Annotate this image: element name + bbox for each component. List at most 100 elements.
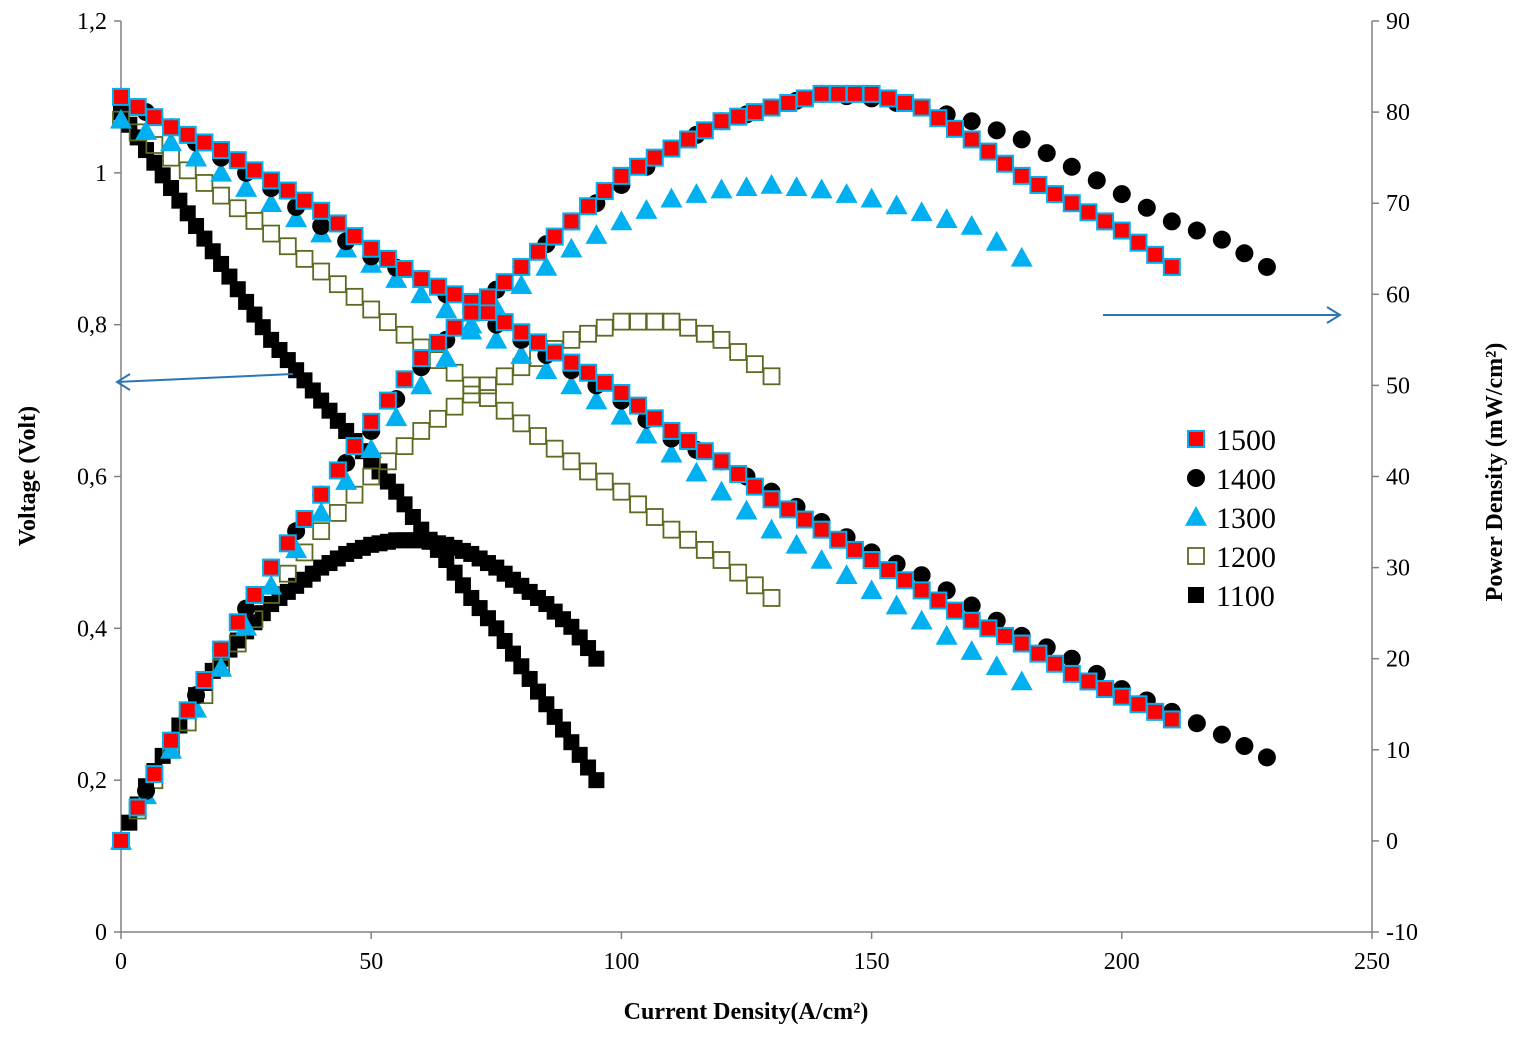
power-point-1500 bbox=[779, 93, 798, 112]
legend-marker-1100 bbox=[1188, 587, 1204, 603]
voltage-point-1500 bbox=[929, 591, 948, 610]
legend-label-1500: 1500 bbox=[1216, 424, 1276, 457]
power-point-1300 bbox=[635, 199, 658, 219]
voltage-point-1100 bbox=[438, 552, 455, 569]
voltage-point-1500 bbox=[979, 619, 998, 638]
power-point-1500 bbox=[228, 613, 247, 632]
voltage-point-1500 bbox=[178, 125, 197, 144]
power-point-1500 bbox=[529, 242, 547, 261]
voltage-point-1300 bbox=[160, 131, 183, 152]
power-point-1300 bbox=[510, 274, 533, 294]
power-point-1300 bbox=[710, 178, 733, 199]
voltage-point-1500 bbox=[1012, 634, 1031, 653]
voltage-point-1500 bbox=[1096, 680, 1115, 699]
power-point-1300 bbox=[310, 501, 333, 522]
power-point-1500 bbox=[946, 119, 964, 138]
voltage-point-1500 bbox=[378, 249, 397, 268]
power-point-1300 bbox=[810, 178, 833, 199]
voltage-point-1300 bbox=[535, 359, 558, 380]
power-point-1400 bbox=[1212, 230, 1231, 249]
voltage-point-1300 bbox=[435, 298, 458, 319]
voltage-point-1500 bbox=[478, 303, 497, 322]
voltage-point-1300 bbox=[985, 655, 1008, 676]
voltage-point-1200 bbox=[162, 148, 180, 167]
power-point-1500 bbox=[1062, 194, 1081, 213]
power-point-1500 bbox=[595, 182, 614, 201]
power-point-1500 bbox=[645, 148, 664, 167]
voltage-point-1100 bbox=[546, 708, 563, 725]
voltage-point-1100 bbox=[179, 205, 196, 222]
power-point-1400 bbox=[237, 599, 256, 618]
voltage-point-1200 bbox=[362, 300, 381, 319]
power-point-1200 bbox=[645, 312, 664, 331]
voltage-point-1500 bbox=[679, 432, 698, 451]
voltage-point-1500 bbox=[946, 601, 964, 620]
arrow-right-head bbox=[1326, 306, 1342, 324]
voltage-point-1100 bbox=[521, 670, 538, 687]
voltage-point-1300 bbox=[910, 609, 933, 630]
voltage-point-1200 bbox=[228, 199, 247, 218]
power-point-1300 bbox=[335, 470, 358, 490]
x-axis-title: Current Density(A/cm²) bbox=[624, 999, 869, 1025]
voltage-point-1400 bbox=[962, 596, 981, 615]
power-point-1500 bbox=[412, 349, 431, 368]
power-point-1500 bbox=[1046, 185, 1065, 204]
voltage-point-1100 bbox=[538, 696, 555, 713]
x-tick-label: 100 bbox=[603, 949, 639, 975]
voltage-point-1100 bbox=[238, 293, 255, 310]
voltage-point-1300 bbox=[610, 404, 633, 425]
y-right-tick-label: -10 bbox=[1386, 920, 1418, 946]
voltage-point-1500 bbox=[812, 520, 831, 539]
power-point-1200 bbox=[412, 422, 431, 440]
voltage-point-1100 bbox=[571, 746, 588, 763]
voltage-point-1500 bbox=[612, 383, 631, 402]
voltage-point-1100 bbox=[204, 243, 221, 260]
legend: 1500 1400 1300 1200 1100 bbox=[1185, 424, 1276, 613]
power-point-1500 bbox=[812, 84, 831, 103]
voltage-point-1300 bbox=[810, 549, 833, 569]
voltage-point-1300 bbox=[735, 499, 758, 520]
voltage-point-1500 bbox=[328, 214, 347, 233]
voltage-point-1200 bbox=[712, 551, 731, 569]
voltage-point-1500 bbox=[1112, 687, 1131, 706]
voltage-point-1500 bbox=[1029, 644, 1048, 663]
voltage-point-1100 bbox=[530, 683, 546, 700]
voltage-point-1300 bbox=[135, 120, 158, 140]
y-axis-right-title: Power Density (mW/cm²) bbox=[1482, 343, 1508, 602]
power-point-1200 bbox=[479, 376, 497, 395]
power-point-1500 bbox=[312, 485, 331, 504]
voltage-point-1100 bbox=[488, 620, 505, 637]
power-point-1400 bbox=[1162, 212, 1181, 231]
voltage-point-1100 bbox=[229, 281, 246, 298]
voltage-point-1300 bbox=[110, 108, 132, 129]
voltage-point-1300 bbox=[760, 518, 783, 539]
power-point-1200 bbox=[362, 467, 381, 486]
power-point-1500 bbox=[278, 534, 297, 553]
voltage-point-1500 bbox=[1162, 710, 1181, 729]
power-point-1500 bbox=[662, 139, 681, 158]
voltage-point-1100 bbox=[221, 268, 238, 285]
power-point-1500 bbox=[112, 831, 130, 850]
legend-label-1300: 1300 bbox=[1216, 502, 1276, 535]
y-right-tick-label: 80 bbox=[1386, 100, 1410, 126]
legend-item-1400: 1400 bbox=[1187, 463, 1276, 496]
voltage-point-1200 bbox=[745, 576, 764, 595]
legend-item-1300: 1300 bbox=[1185, 502, 1276, 535]
y-right-tick-label: 10 bbox=[1386, 738, 1410, 764]
y-left-tick-label: 0,4 bbox=[77, 616, 107, 642]
y-left-tick-label: 0,8 bbox=[77, 313, 107, 339]
power-point-1200 bbox=[462, 385, 481, 404]
legend-label-1200: 1200 bbox=[1216, 541, 1276, 574]
data-layer bbox=[110, 84, 1276, 850]
voltage-point-1200 bbox=[645, 508, 664, 526]
voltage-point-1300 bbox=[885, 594, 908, 615]
power-point-1500 bbox=[579, 197, 598, 216]
power-point-1500 bbox=[912, 98, 931, 117]
voltage-point-1100 bbox=[163, 180, 180, 197]
power-point-1200 bbox=[679, 318, 698, 337]
power-point-1500 bbox=[445, 318, 464, 337]
voltage-point-1100 bbox=[396, 496, 413, 513]
voltage-point-1100 bbox=[196, 230, 213, 247]
voltage-point-1300 bbox=[960, 640, 983, 660]
voltage-point-1400 bbox=[1187, 714, 1206, 733]
